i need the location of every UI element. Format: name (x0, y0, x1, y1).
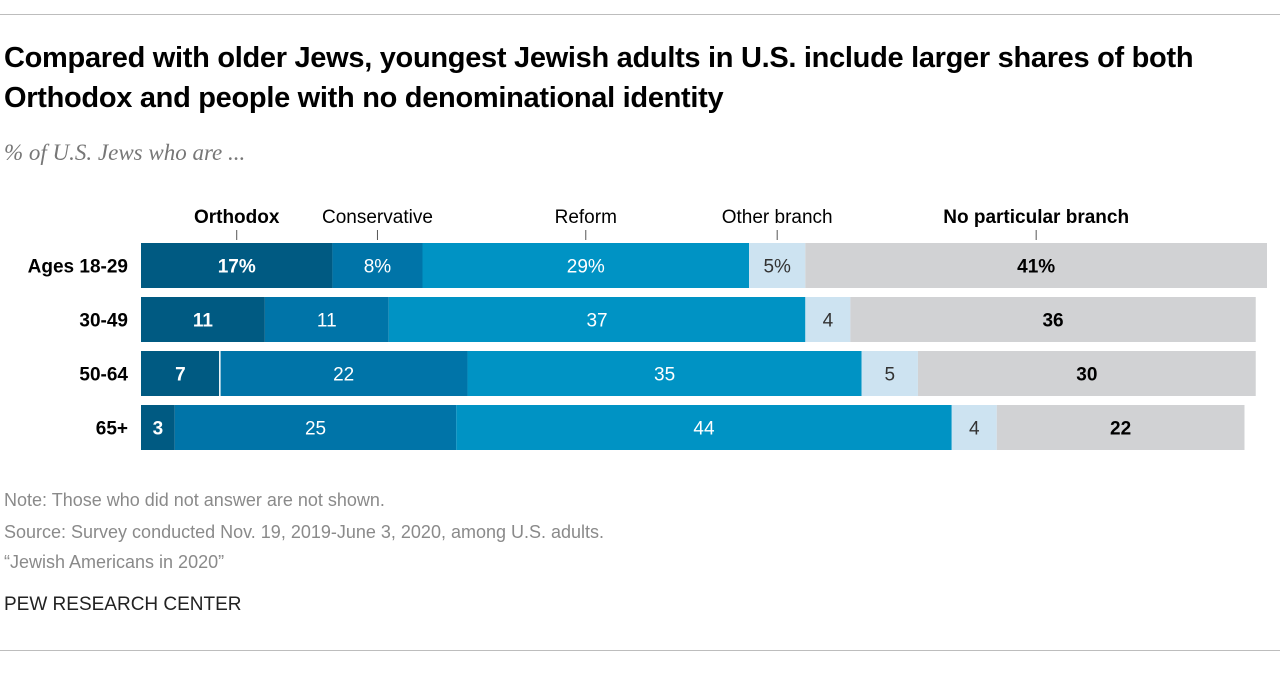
data-label: 3 (153, 419, 164, 440)
top-rule (0, 14, 1280, 15)
bar-segment-no-particular-branch (805, 243, 1267, 288)
data-label: 44 (693, 419, 715, 440)
data-label: 29% (567, 257, 605, 278)
legend-label: Reform (555, 207, 617, 228)
data-label: 17% (218, 257, 256, 278)
category-label: Ages 18-29 (28, 257, 128, 278)
data-label: 25 (305, 419, 326, 440)
brand-logo-text: PEW RESEARCH CENTER (4, 594, 242, 615)
bar-segment-other-branch (805, 297, 851, 342)
legend-label: Other branch (722, 207, 833, 228)
chart-title: Compared with older Jews, youngest Jewis… (4, 42, 1194, 114)
data-label: 7 (175, 365, 186, 386)
category-label: 30-49 (79, 311, 128, 332)
category-label: 50-64 (79, 365, 128, 386)
data-label: 30 (1076, 365, 1097, 386)
data-label: 35 (654, 365, 675, 386)
stacked-bar-chart: Ages 18-29 17% Orthodox 8% Conservative 29% Re… (28, 207, 1267, 450)
note-text: Note: Those who did not answer are not s… (4, 490, 385, 510)
data-label: 5% (763, 257, 791, 278)
bar-segment-reform (388, 297, 806, 342)
bar-segment-reform (456, 405, 952, 450)
data-label: 4 (823, 311, 834, 332)
data-label: 22 (1110, 419, 1131, 440)
legend-label: Conservative (322, 207, 433, 228)
bar-segment-other-branch (951, 405, 997, 450)
bar-segment-orthodox (141, 405, 175, 450)
bar-segment-orthodox (141, 297, 265, 342)
data-label: 11 (317, 311, 337, 332)
bar-segment-conservative (264, 297, 389, 342)
data-label: 37 (586, 311, 607, 332)
bar-segment-orthodox (141, 243, 333, 288)
data-label: 11 (193, 311, 214, 332)
bar-segment-other-branch (861, 351, 918, 396)
chart-subtitle: % of U.S. Jews who are ... (4, 140, 246, 165)
bar-segment-conservative (174, 405, 457, 450)
bar-segment-orthodox (141, 351, 220, 396)
category-label: 65+ (96, 419, 128, 440)
source-text: Source: Survey conducted Nov. 19, 2019-J… (4, 522, 605, 542)
bar-segment-no-particular-branch (996, 405, 1245, 450)
data-label: 4 (969, 419, 980, 440)
report-text: “Jewish Americans in 2020” (4, 552, 225, 572)
legend-label: Orthodox (194, 207, 280, 228)
data-label: 22 (333, 365, 354, 386)
bar-segment-conservative (219, 351, 468, 396)
data-label: 5 (885, 365, 896, 386)
bar-segment-no-particular-branch (917, 351, 1256, 396)
data-label: 8% (364, 257, 392, 278)
bar-segment-reform (422, 243, 750, 288)
bar-segment-no-particular-branch (850, 297, 1256, 342)
bar-segment-conservative (332, 243, 423, 288)
bar-segment-other-branch (749, 243, 806, 288)
bottom-rule (0, 650, 1280, 651)
bar-segment-reform (467, 351, 862, 396)
legend-label: No particular branch (943, 207, 1129, 228)
data-label: 36 (1042, 311, 1063, 332)
data-label: 41% (1017, 257, 1055, 278)
